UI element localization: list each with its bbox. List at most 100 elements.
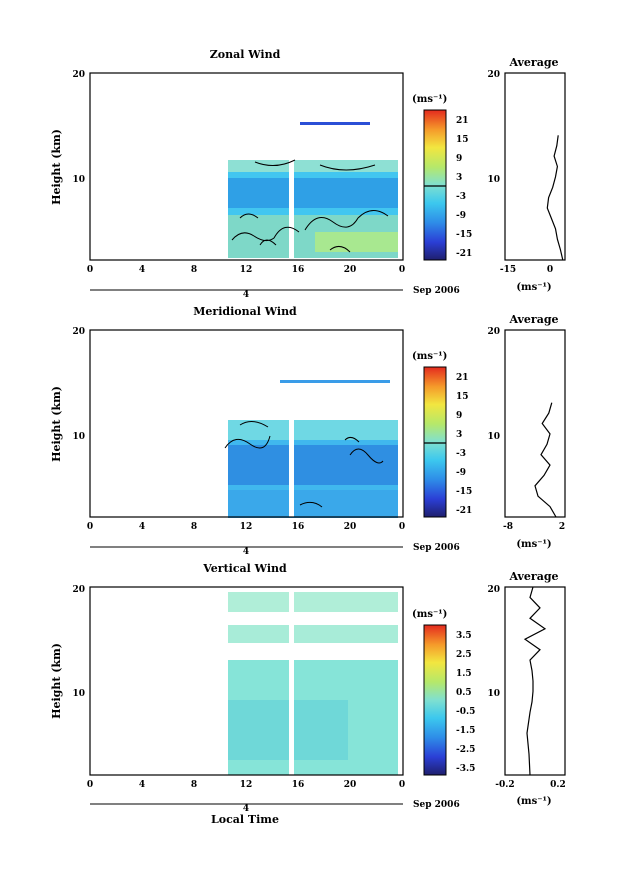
x-ticks: 0 4 8 12 16 20 0: [87, 780, 405, 790]
plot-frame: [89, 586, 404, 776]
average-title: Average: [508, 56, 558, 69]
average-line: [523, 586, 547, 776]
avg-x-tick-label: -0.2: [495, 780, 514, 790]
colorbar-tick: 3: [456, 430, 462, 440]
panel-meridional: Meridional Wind Height (km) 0 4 8 12 16 …: [50, 305, 566, 557]
colorbar: (ms⁻¹) 21 15 9 3 -3 -9 -15 -21: [412, 351, 472, 518]
data-gap: [289, 412, 294, 517]
date-axis: 4 Sep 2006: [90, 286, 460, 300]
avg-y-tick-label: 20: [487, 70, 500, 80]
field-wisp-high: [280, 380, 390, 383]
colorbar-tick: 3: [456, 173, 462, 183]
avg-x-tick-label: 0: [547, 265, 553, 275]
colorbar-unit: (ms⁻¹): [412, 609, 447, 620]
x-tick-label: 20: [344, 522, 357, 532]
colorbar-unit: (ms⁻¹): [412, 351, 447, 362]
x-tick-label: 20: [344, 780, 357, 790]
colorbar-tick: 15: [456, 135, 469, 145]
y-tick-label: 10: [72, 432, 85, 442]
y-ticks: 10 20: [72, 70, 85, 185]
x-tick-label: 16: [292, 265, 305, 275]
y-ticks: 10 20: [72, 585, 85, 699]
avg-x-label: (ms⁻¹): [516, 796, 551, 807]
y-tick-label: 20: [72, 327, 85, 337]
y-axis-label: Height (km): [50, 129, 63, 205]
x-tick-label: 12: [240, 265, 253, 275]
average-panel: Average 10 20 -15 0 (ms⁻¹): [487, 56, 566, 293]
colorbar-tick: -3: [456, 192, 466, 202]
average-frame: [504, 586, 566, 776]
heatmap-field: [224, 380, 398, 518]
date-axis: 4 Sep 2006: [90, 543, 460, 557]
x-tick-label: 8: [191, 522, 197, 532]
zero-contour: [224, 421, 384, 508]
avg-x-label: (ms⁻¹): [516, 539, 551, 550]
average-panel: Average 10 20 -8 2 (ms⁻¹): [487, 313, 566, 550]
avg-x-tick-label: 2: [559, 522, 565, 532]
colorbar-tick: 9: [456, 154, 462, 164]
colorbar: (ms⁻¹) 21 15 9 3 -3 -9 -15 -21: [412, 94, 472, 261]
x-tick-label: 4: [139, 522, 145, 532]
zero-contour: [231, 159, 389, 253]
avg-x-tick-label: 0.2: [550, 780, 566, 790]
field-band-mid: [228, 178, 398, 208]
date-label: 4: [243, 290, 249, 300]
colorbar-tick: 0.5: [456, 688, 472, 698]
colorbar: (ms⁻¹) 3.5 2.5 1.5 0.5 -0.5 -1.5 -2.5 -3…: [412, 609, 475, 776]
x-tick-label: 20: [344, 265, 357, 275]
y-axis-label: Height (km): [50, 386, 63, 462]
colorbar-tick: -3.5: [456, 764, 475, 774]
panel-title: Meridional Wind: [193, 305, 297, 318]
y-tick-label: 10: [72, 175, 85, 185]
colorbar-tick: -1.5: [456, 726, 475, 736]
avg-x-label: (ms⁻¹): [516, 282, 551, 293]
x-ticks: 0 4 8 12 16 20 0: [87, 522, 405, 532]
date-label: 4: [243, 547, 249, 557]
heatmap-field: [228, 588, 398, 776]
date-axis: 4 Sep 2006 Local Time: [90, 800, 460, 826]
colorbar-tick: 21: [456, 373, 469, 383]
x-tick-label: 0: [399, 780, 405, 790]
average-panel: Average 10 20 -0.2 0.2 (ms⁻¹): [487, 570, 565, 807]
colorbar-tick: -15: [456, 230, 472, 240]
colorbar-unit: (ms⁻¹): [412, 94, 447, 105]
field-band-upper: [228, 625, 398, 643]
y-axis-label: Height (km): [50, 643, 63, 719]
colorbar-bar: [423, 624, 447, 776]
x-ticks: 0 4 8 12 16 20 0: [87, 265, 405, 275]
colorbar-tick: 3.5: [456, 631, 472, 641]
avg-y-tick-label: 20: [487, 327, 500, 337]
panel-title: Vertical Wind: [202, 562, 287, 575]
panel-zonal: Zonal Wind Height (km) 0 4 8 12 16 20 0 …: [50, 48, 566, 300]
avg-y-tick-label: 20: [487, 585, 500, 595]
y-tick-label: 10: [72, 689, 85, 699]
colorbar-tick: -21: [456, 249, 472, 259]
colorbar-tick: -3: [456, 449, 466, 459]
field-wisp-high: [300, 122, 370, 125]
colorbar-tick: 1.5: [456, 669, 472, 679]
x-axis-label: Local Time: [211, 813, 279, 826]
colorbar-tick: -15: [456, 487, 472, 497]
colorbar-tick: 9: [456, 411, 462, 421]
x-tick-label: 8: [191, 780, 197, 790]
avg-y-tick-label: 10: [487, 689, 500, 699]
month-label: Sep 2006: [413, 543, 460, 553]
x-tick-label: 4: [139, 780, 145, 790]
x-tick-label: 0: [87, 780, 93, 790]
colorbar-tick: 21: [456, 116, 469, 126]
colorbar-tick: -9: [456, 468, 466, 478]
average-frame: [504, 72, 566, 261]
x-tick-label: 0: [87, 265, 93, 275]
field-band-low: [228, 700, 348, 760]
date-label: 4: [243, 804, 249, 814]
y-tick-label: 20: [72, 70, 85, 80]
plot-frame: [89, 72, 404, 261]
y-tick-label: 20: [72, 585, 85, 595]
month-label: Sep 2006: [413, 800, 460, 810]
colorbar-tick: -0.5: [456, 707, 475, 717]
x-tick-label: 0: [399, 265, 405, 275]
average-title: Average: [508, 313, 558, 326]
colorbar-bar: [423, 109, 447, 261]
x-tick-label: 8: [191, 265, 197, 275]
